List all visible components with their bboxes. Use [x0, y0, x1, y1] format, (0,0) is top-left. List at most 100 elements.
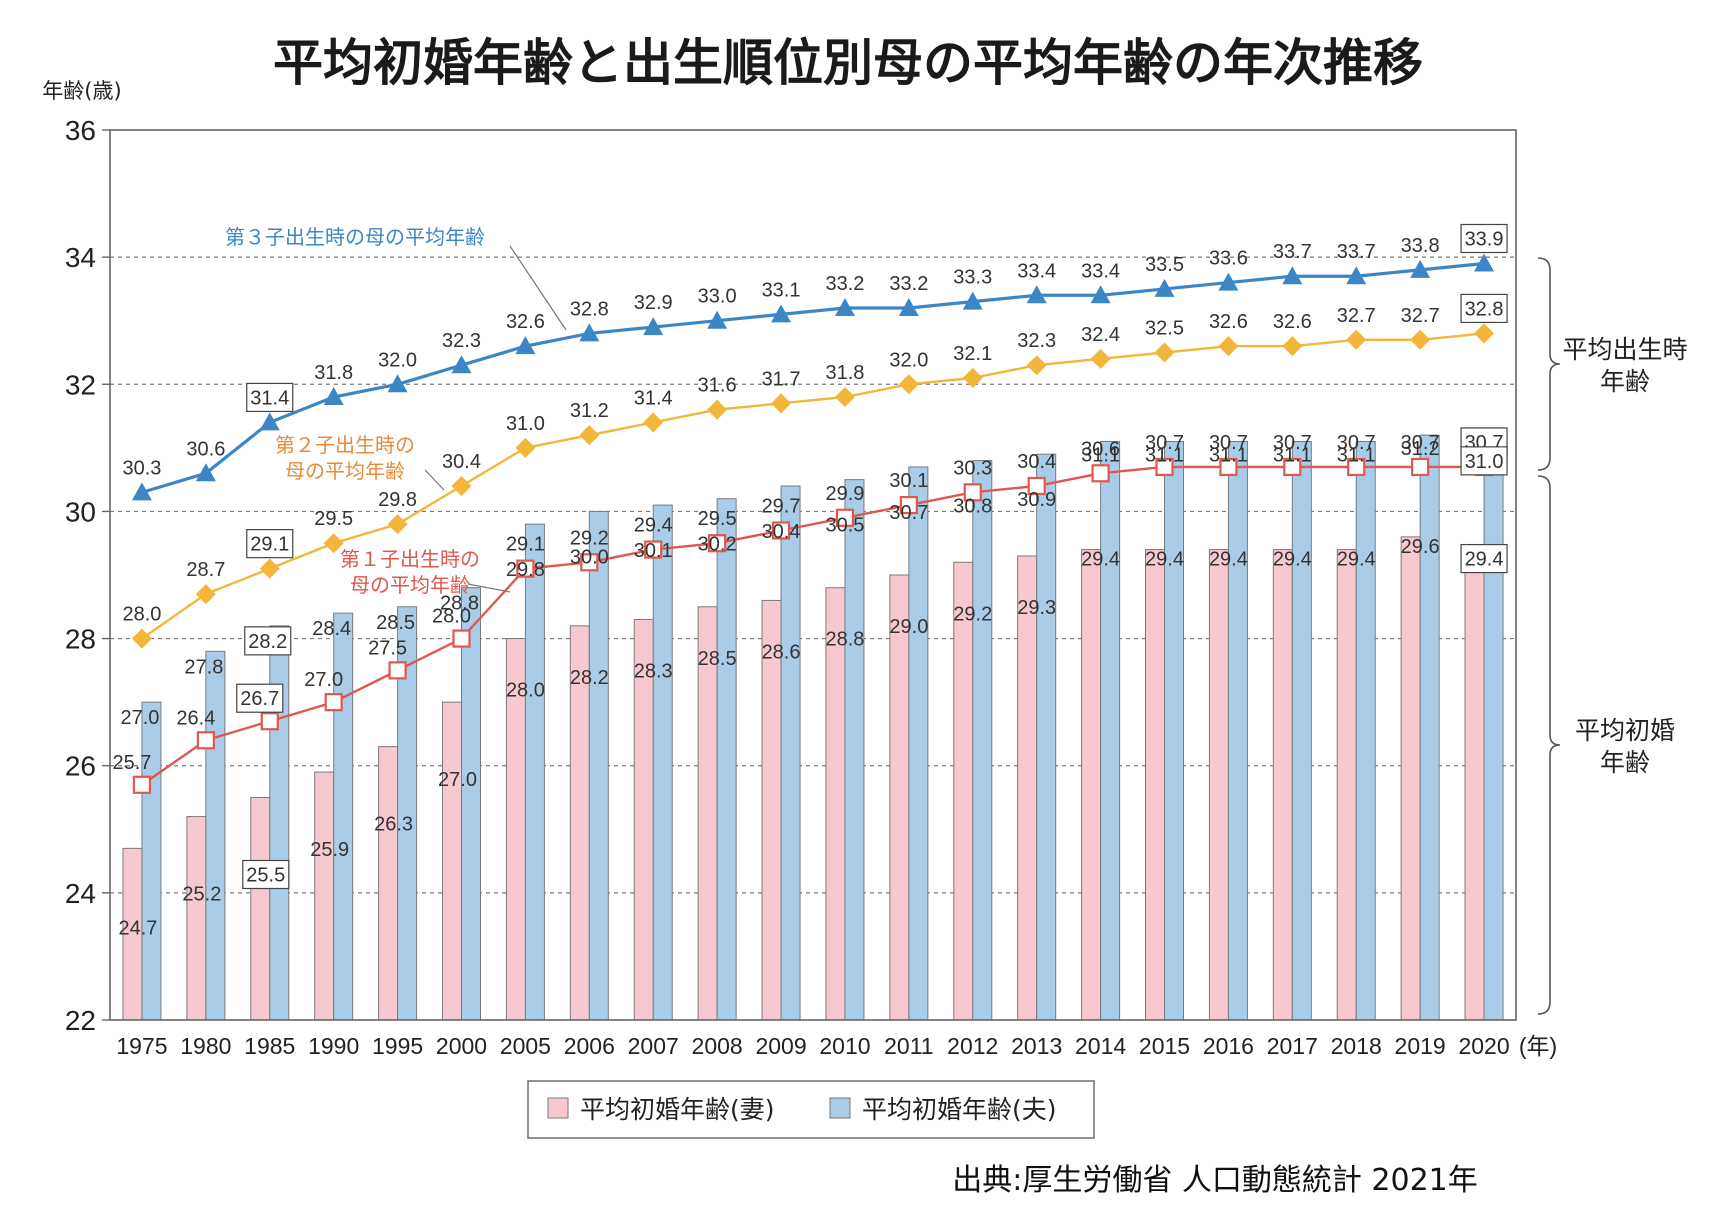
data-label-wife: 29.2	[953, 603, 992, 625]
data-label-wife: 29.4	[1465, 549, 1504, 571]
marker-first-child	[196, 731, 215, 750]
data-label-wife: 25.5	[246, 865, 285, 887]
marker-third-child	[387, 374, 408, 393]
marker-second-child	[323, 533, 344, 554]
marker-second-child	[1090, 348, 1111, 369]
bar-wife	[1464, 549, 1485, 1021]
marker-second-child	[1218, 336, 1239, 357]
plot-frame	[109, 129, 1517, 1021]
data-label-husband: 31.2	[1401, 438, 1440, 460]
y-tick-label: 34	[65, 242, 96, 273]
data-label-wife: 25.2	[182, 884, 221, 906]
bracket-birth-age-label: 年齢	[1600, 367, 1650, 396]
x-tick-label: 2020	[1458, 1033, 1509, 1059]
bar-husband	[972, 460, 993, 1021]
marker-first-child	[1219, 457, 1238, 477]
data-label-third-child: 33.7	[1273, 241, 1312, 263]
bracket-marriage-age-label: 平均初婚	[1575, 716, 1675, 745]
data-label-husband: 27.8	[184, 656, 223, 678]
chart-title: 平均初婚年齢と出生順位別母の平均年齢の年次推移	[273, 34, 1423, 92]
marker-first-child	[452, 629, 471, 648]
data-label-first-child: 30.7	[1273, 432, 1312, 454]
bar-husband	[1291, 441, 1312, 1021]
data-label-third-child: 32.6	[506, 311, 545, 333]
marker-first-child	[1091, 464, 1110, 483]
data-label-third-child: 30.6	[186, 438, 225, 460]
data-label-second-child: 32.6	[1209, 311, 1248, 333]
bar-wife	[1208, 549, 1229, 1021]
marker-first-child	[1283, 457, 1302, 477]
data-label-third-child-box	[1460, 223, 1508, 254]
marker-first-child	[835, 508, 855, 527]
bar-husband	[141, 701, 162, 1021]
data-label-third-child: 30.3	[122, 457, 161, 479]
data-label-husband: 28.5	[376, 612, 415, 634]
x-tick-label: 2019	[1395, 1033, 1446, 1059]
x-tick-label: 2006	[564, 1033, 615, 1059]
marker-second-child	[1026, 355, 1047, 376]
bar-husband	[1100, 441, 1121, 1021]
data-label-second-child: 32.7	[1337, 305, 1376, 327]
data-label-wife: 28.2	[570, 667, 609, 689]
marker-third-child	[1218, 272, 1239, 291]
data-label-husband: 30.9	[1017, 489, 1056, 511]
data-label-third-child: 32.3	[442, 330, 481, 352]
data-label-second-child: 32.1	[953, 343, 992, 365]
data-label-husband: 30.1	[634, 540, 673, 562]
annotation-second-child-leader	[424, 469, 445, 491]
x-tick-label: 2010	[819, 1033, 870, 1059]
data-label-wife: 29.3	[1017, 597, 1056, 619]
annotation-third-child-leader	[509, 245, 567, 331]
legend-swatch-husband	[829, 1097, 851, 1119]
bar-wife	[1272, 549, 1293, 1021]
legend-frame	[527, 1080, 1095, 1139]
marker-second-child	[1474, 323, 1495, 344]
bar-wife	[442, 701, 462, 1021]
data-label-first-child: 29.1	[506, 534, 545, 556]
data-label-wife: 29.4	[1209, 549, 1248, 571]
x-tick-label: 2012	[947, 1033, 998, 1059]
data-label-first-child: 30.4	[1017, 451, 1056, 473]
data-label-wife: 29.4	[1081, 549, 1120, 571]
data-label-third-child: 32.0	[378, 349, 417, 371]
marker-second-child	[643, 412, 664, 433]
lines-layer	[141, 261, 1485, 786]
line-third-child	[141, 261, 1485, 494]
marker-second-child	[771, 393, 792, 414]
annotation-layer: 第３子出生時の母の平均年齢第２子出生時の母の平均年齢第１子出生時の母の平均年齢平…	[225, 225, 1688, 1015]
marker-third-child	[515, 336, 536, 355]
marker-third-child	[898, 298, 919, 316]
data-label-wife: 29.4	[1145, 549, 1184, 571]
marker-second-child	[451, 476, 472, 496]
x-tick-label: 2009	[755, 1033, 806, 1059]
marker-second-child	[834, 387, 855, 407]
data-label-third-child: 33.3	[953, 267, 992, 289]
data-label-first-child: 30.7	[1401, 432, 1440, 454]
marker-second-child	[195, 584, 216, 605]
data-label-wife-box	[1460, 543, 1508, 574]
data-label-husband: 27.0	[120, 707, 159, 729]
marker-second-child	[579, 425, 600, 446]
x-tick-label: 1985	[244, 1033, 295, 1059]
bar-husband	[461, 587, 481, 1021]
marker-second-child	[131, 628, 152, 649]
bracket-birth-age-label: 平均出生時	[1562, 335, 1687, 364]
data-label-husband: 29.8	[506, 559, 545, 581]
data-label-second-child: 31.8	[825, 362, 864, 384]
bar-husband	[844, 479, 865, 1021]
bar-husband	[780, 485, 801, 1021]
x-tick-label: 1975	[116, 1033, 167, 1059]
data-label-first-child: 30.3	[953, 457, 992, 479]
marker-third-child	[1346, 266, 1367, 285]
data-label-wife: 28.5	[698, 648, 737, 670]
x-axis-unit: (年)	[1519, 1033, 1557, 1059]
x-tick-label: 2017	[1267, 1033, 1318, 1059]
bar-wife	[1081, 549, 1102, 1021]
data-label-third-child-box	[246, 382, 294, 413]
bracket-marriage-age-brace	[1537, 475, 1561, 1015]
data-label-husband: 30.5	[825, 515, 864, 537]
data-label-third-child: 33.0	[698, 286, 737, 308]
data-label-second-child: 28.0	[122, 604, 161, 626]
data-label-second-child: 31.4	[634, 387, 673, 409]
